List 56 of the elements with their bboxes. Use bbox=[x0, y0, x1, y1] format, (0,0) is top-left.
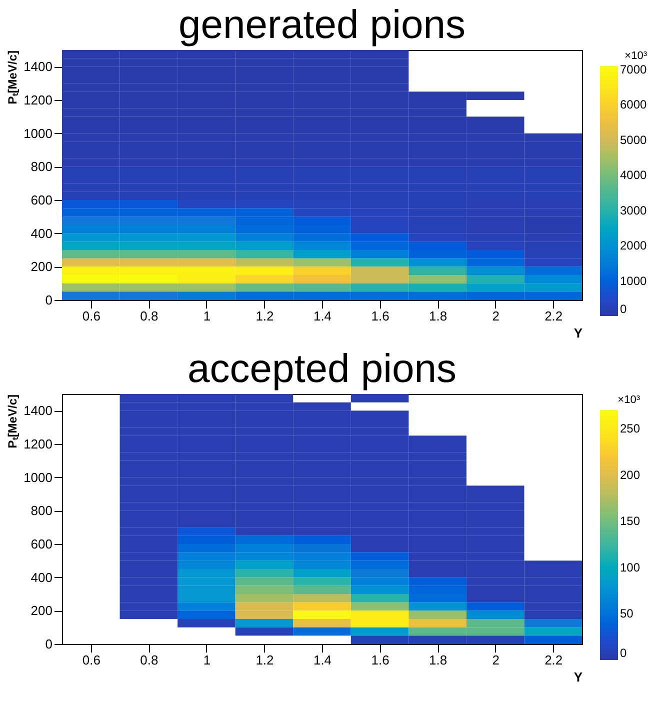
x-tick-label: 2.2 bbox=[544, 308, 563, 324]
x-tick-label: 2 bbox=[492, 308, 500, 324]
color-bar-label: 150 bbox=[620, 514, 640, 528]
y-tick-label: 1200 bbox=[24, 436, 52, 452]
x-tick-label: 1.4 bbox=[313, 652, 332, 668]
y-tick-label: 200 bbox=[30, 603, 52, 618]
x-axis-title: Y bbox=[574, 326, 583, 340]
chart-title: accepted pions bbox=[187, 347, 457, 391]
x-tick-label: 1.2 bbox=[256, 652, 274, 668]
y-tick-label: 1200 bbox=[24, 92, 52, 108]
y-tick-label: 400 bbox=[30, 226, 52, 241]
color-bar-title: ×10³ bbox=[624, 50, 648, 62]
y-tick-label: 600 bbox=[30, 536, 52, 552]
y-tick-label: 800 bbox=[30, 503, 52, 518]
y-tick-label: 800 bbox=[30, 159, 52, 174]
color-bar-label: 6000 bbox=[620, 98, 648, 112]
y-tick-label: 400 bbox=[30, 570, 52, 585]
chart-title: generated pions bbox=[178, 3, 466, 47]
x-tick-label: 0.8 bbox=[140, 652, 158, 668]
color-bar-label: 3000 bbox=[620, 203, 648, 218]
color-bar-label: 50 bbox=[620, 606, 634, 621]
color-bar-label: 4000 bbox=[620, 168, 648, 182]
y-tick-label: 200 bbox=[30, 259, 52, 274]
x-tick-label: 1 bbox=[203, 308, 211, 324]
x-tick-label: 1.8 bbox=[429, 308, 448, 324]
color-bar-label: 0 bbox=[620, 646, 627, 660]
x-tick-label: 0.8 bbox=[140, 308, 158, 324]
x-tick-label: 2.2 bbox=[544, 652, 563, 668]
y-tick-label: 1000 bbox=[24, 126, 52, 141]
color-bar-label: 7000 bbox=[620, 62, 648, 77]
x-tick-label: 1.6 bbox=[371, 652, 390, 668]
color-bar-label: 5000 bbox=[620, 132, 648, 147]
y-tick-label: 600 bbox=[30, 192, 52, 208]
y-tick-label: 0 bbox=[45, 636, 52, 652]
color-bar-label: 200 bbox=[620, 468, 640, 482]
color-bar-label: 250 bbox=[620, 422, 640, 436]
color-bar-label: 100 bbox=[620, 560, 640, 574]
x-tick-label: 0.6 bbox=[82, 652, 100, 668]
color-bar-label: 1000 bbox=[620, 274, 648, 288]
x-tick-label: 0.6 bbox=[82, 308, 100, 324]
x-tick-label: 2 bbox=[492, 652, 500, 668]
x-tick-label: 1.8 bbox=[429, 652, 448, 668]
y-tick-label: 1000 bbox=[24, 470, 52, 485]
y-axis-title: Pₜ[MeV/c] bbox=[6, 50, 20, 104]
y-tick-label: 1400 bbox=[24, 403, 52, 418]
color-bar-label: 0 bbox=[620, 302, 627, 316]
x-tick-label: 1.2 bbox=[256, 308, 274, 324]
x-tick-label: 1.6 bbox=[371, 308, 390, 324]
y-tick-label: 0 bbox=[45, 292, 52, 308]
color-bar-label: 2000 bbox=[620, 238, 648, 253]
y-tick-label: 1400 bbox=[24, 59, 52, 74]
color-bar-title: ×10³ bbox=[618, 394, 640, 406]
x-axis-title: Y bbox=[574, 670, 583, 684]
y-axis-title: Pₜ[MeV/c] bbox=[6, 394, 20, 448]
x-tick-label: 1.4 bbox=[313, 308, 332, 324]
x-tick-label: 1 bbox=[203, 652, 211, 668]
